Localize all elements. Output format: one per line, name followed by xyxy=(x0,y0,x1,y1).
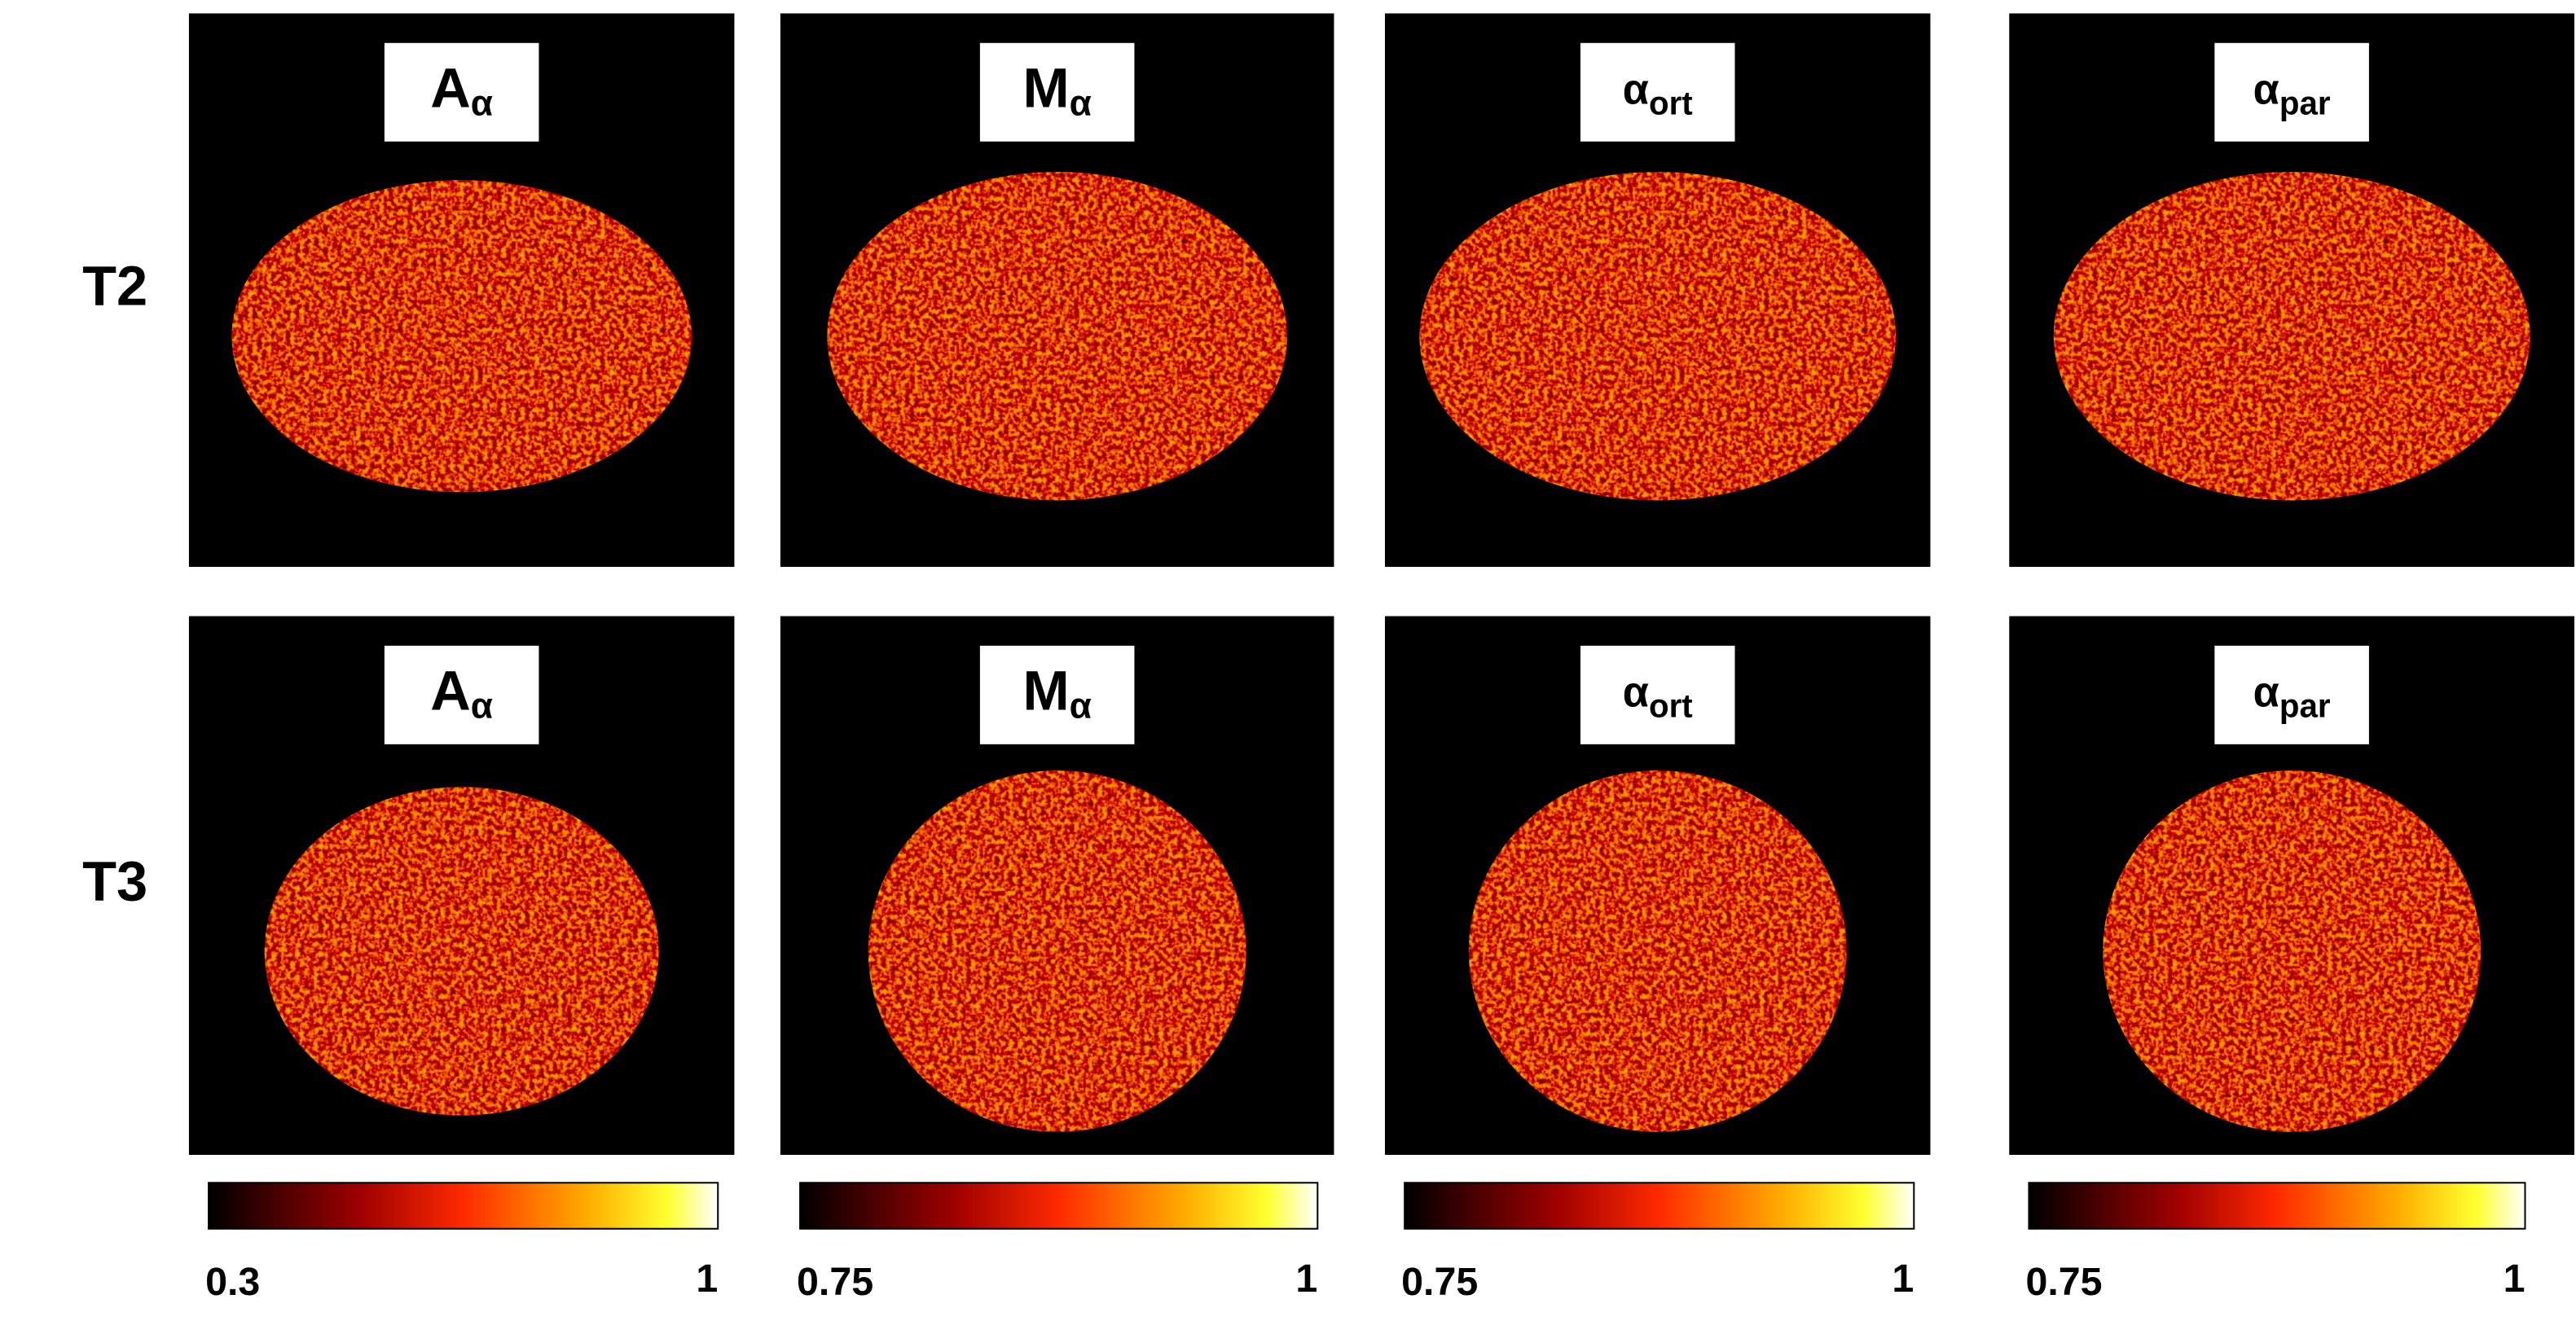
panel-label-sub: α xyxy=(1070,83,1092,123)
colorbar-max: 1 xyxy=(1892,1257,1914,1301)
label-box xyxy=(2214,645,2369,744)
label-box xyxy=(1580,42,1735,142)
map-texture xyxy=(1419,172,1897,501)
panel-label: Mα xyxy=(1022,659,1091,726)
panel-label: αort xyxy=(1623,669,1693,724)
panel: αpar xyxy=(2009,13,2574,568)
panel-label-sub: α xyxy=(471,686,493,726)
panel-label: Aα xyxy=(430,659,493,726)
colorbar-min: 0.75 xyxy=(1401,1260,1478,1304)
colorbar xyxy=(208,1182,719,1230)
panel: αort xyxy=(1384,13,1931,568)
panel-label-main: M xyxy=(1022,56,1069,119)
panel-label: Mα xyxy=(1022,56,1091,123)
panel-label-main: α xyxy=(2253,66,2279,113)
colorbar xyxy=(1404,1182,1915,1230)
colorbar-min: 0.3 xyxy=(205,1260,260,1304)
colorbar-max: 1 xyxy=(1295,1257,1317,1301)
label-box xyxy=(979,645,1135,744)
map-texture xyxy=(2053,172,2530,501)
panel: Aα xyxy=(188,13,735,568)
panel-label-main: α xyxy=(2253,669,2279,716)
panel-label-main: α xyxy=(1623,66,1649,113)
panel-label-sub: α xyxy=(471,83,493,123)
panel-label-sub: α xyxy=(1070,686,1092,726)
panel-label: Aα xyxy=(430,56,493,123)
panel-label-sub: ort xyxy=(1649,84,1693,121)
colorbar-max: 1 xyxy=(696,1257,718,1301)
map-texture xyxy=(827,172,1287,501)
row-label: T3 xyxy=(82,849,147,912)
colorbar xyxy=(799,1182,1319,1230)
panel-label: αpar xyxy=(2253,669,2331,724)
map-texture xyxy=(2103,770,2481,1132)
panel-label-sub: par xyxy=(2279,687,2331,724)
map-texture xyxy=(231,180,692,493)
panel: Mα xyxy=(780,616,1334,1155)
panel: Aα xyxy=(188,616,735,1155)
panel-label-main: A xyxy=(430,659,471,722)
colorbar-min: 0.75 xyxy=(2025,1260,2102,1304)
colorbar-max: 1 xyxy=(2503,1257,2525,1301)
panel: αpar xyxy=(2009,616,2574,1155)
label-box xyxy=(384,645,539,744)
label-box xyxy=(384,42,539,142)
map-texture xyxy=(868,770,1246,1132)
label-box xyxy=(979,42,1135,142)
label-box xyxy=(2214,42,2369,142)
colorbar xyxy=(2028,1182,2526,1230)
panel-label: αpar xyxy=(2253,66,2331,121)
panel-label-sub: par xyxy=(2279,84,2331,121)
panel: αort xyxy=(1384,616,1931,1155)
panel-label-main: α xyxy=(1623,669,1649,716)
panel-label: αort xyxy=(1623,66,1693,121)
panel-label-sub: ort xyxy=(1649,687,1693,724)
row-label: T2 xyxy=(82,254,147,317)
panel-label-main: M xyxy=(1022,659,1069,722)
panel: Mα xyxy=(780,13,1334,568)
map-texture xyxy=(264,787,659,1116)
panel-label-main: A xyxy=(430,56,471,119)
map-texture xyxy=(1468,770,1847,1132)
colorbar-min: 0.75 xyxy=(797,1260,873,1304)
label-box xyxy=(1580,645,1735,744)
